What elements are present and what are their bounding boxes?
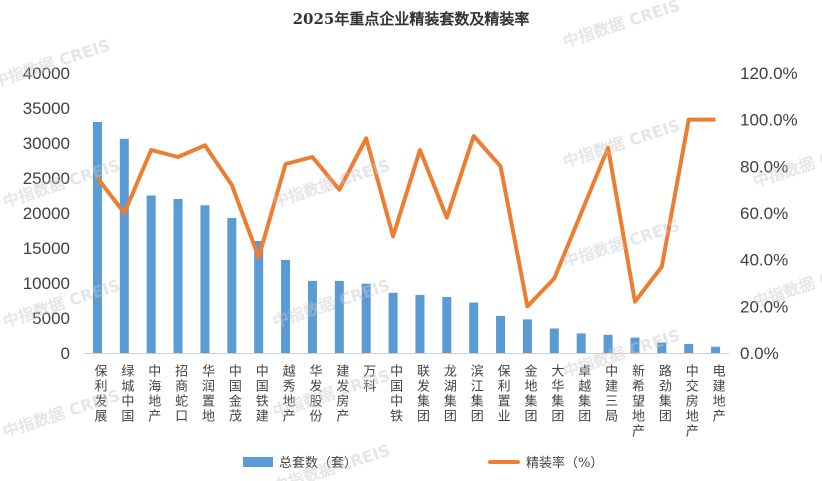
legend-bars: 总套数（套） (243, 452, 357, 471)
x-tick-label: 中国中铁 (387, 364, 403, 424)
x-tick-label: 建发房产 (333, 364, 349, 424)
bar (227, 217, 237, 353)
bar (254, 241, 264, 353)
legend-label-bar: 总套数（套） (279, 456, 358, 471)
y-left-tick-label: 35000 (23, 99, 70, 118)
y-right-tick-label: 20.0% (740, 297, 788, 316)
bar (200, 205, 210, 353)
y-left-tick-label: 15000 (23, 239, 70, 258)
y-right-tick-label: 120.0% (740, 64, 798, 83)
bar (684, 343, 694, 353)
x-tick-label: 万科 (360, 364, 376, 394)
bar (657, 342, 667, 353)
x-tick-label: 中交房地产 (682, 364, 698, 439)
x-tick-label: 绿城中国 (118, 364, 134, 424)
bar (603, 334, 613, 353)
y-left-tick-label: 30000 (23, 134, 70, 153)
x-tick-label: 路劲集团 (655, 364, 671, 424)
bar (630, 337, 640, 353)
x-tick-label: 龙湖集团 (440, 364, 456, 424)
bar (442, 297, 452, 353)
y-left-tick-label: 40000 (23, 64, 70, 83)
bar (173, 199, 183, 353)
y-left-tick-label: 10000 (23, 274, 70, 293)
y-left-tick-label: 25000 (23, 169, 70, 188)
x-tick-label: 新希望地产 (628, 364, 644, 439)
x-tick-label: 金地集团 (521, 364, 537, 424)
bar (119, 138, 129, 353)
rate-line (95, 117, 716, 309)
y-left-tick-label: 5000 (32, 309, 70, 328)
x-tick-label: 滨江集团 (467, 364, 483, 424)
bar (522, 319, 532, 353)
chart-title: 2025年重点企业精装套数及精装率 (292, 10, 530, 28)
y-right-tick-label: 100.0% (740, 111, 798, 130)
x-tick-label: 中国铁建 (252, 364, 268, 424)
bar (146, 195, 156, 353)
legend-label-line: 精装率（%） (526, 456, 604, 471)
x-tick-label: 越秀地产 (279, 364, 295, 424)
bar (92, 122, 102, 353)
y-left-tick-label: 20000 (23, 204, 70, 223)
bar (415, 294, 425, 353)
x-tick-label: 保利发展 (91, 364, 107, 424)
bar (361, 283, 371, 353)
x-tick-label: 电建地产 (709, 364, 725, 424)
bar (307, 280, 317, 353)
x-tick-label: 卓越集团 (575, 364, 591, 424)
y-right-tick-label: 40.0% (740, 251, 788, 270)
x-tick-label: 招商蛇口 (172, 364, 188, 424)
bar (549, 328, 559, 353)
bar (576, 333, 586, 353)
y-right-tick-label: 60.0% (740, 204, 788, 223)
x-tick-label: 中海地产 (145, 364, 161, 424)
bar (388, 292, 398, 353)
legend-swatch-bar (243, 456, 273, 467)
y-right-tick-label: 0.0% (740, 344, 779, 363)
bar (711, 346, 721, 353)
y-left-tick-label: 0 (61, 344, 70, 363)
x-tick-label: 华发股份 (306, 364, 322, 424)
x-tick-label: 华润置地 (198, 364, 214, 424)
bar (281, 259, 291, 353)
legend-line: 精装率（%） (488, 452, 603, 471)
x-tick-label: 大华集团 (548, 364, 564, 424)
legend-swatch-line (488, 459, 520, 464)
bar (469, 302, 479, 353)
x-tick-label: 中国金茂 (225, 364, 241, 424)
x-tick-label: 中建三局 (602, 364, 618, 424)
x-tick-label: 保利置业 (494, 364, 510, 424)
y-right-tick-label: 80.0% (740, 157, 788, 176)
x-tick-label: 联发集团 (413, 364, 429, 424)
bar (496, 315, 506, 353)
bar (334, 280, 344, 353)
